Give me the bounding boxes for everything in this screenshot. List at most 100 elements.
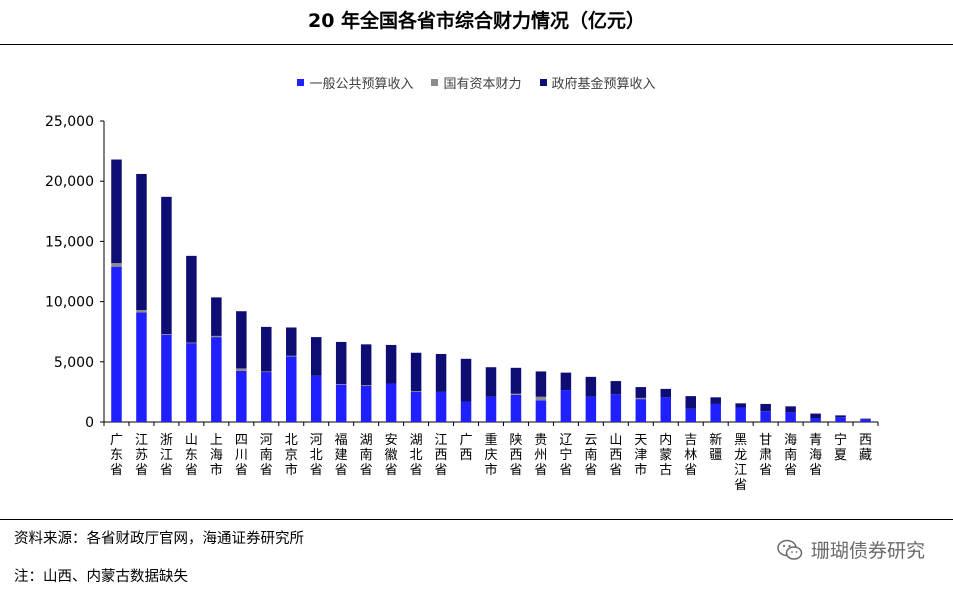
y-tick-label: 0: [85, 415, 94, 431]
bar-segment: [236, 370, 247, 422]
x-tick-label: 广: [460, 433, 473, 448]
bar-segment: [785, 412, 796, 422]
bar-segment: [111, 159, 122, 264]
x-tick-label: 庆: [484, 448, 497, 463]
x-tick-label: 龙: [734, 448, 747, 463]
x-tick-label: 湖: [410, 433, 423, 448]
bar-segment: [335, 384, 347, 385]
bar-segment: [286, 327, 297, 356]
legend-swatch: [431, 79, 439, 86]
x-tick-label: 川: [235, 448, 248, 463]
bar-segment: [835, 417, 846, 422]
x-tick-label: 海: [210, 448, 223, 463]
x-tick-label: 江: [160, 448, 173, 463]
bar-segment: [335, 341, 347, 385]
bar-segment: [186, 343, 197, 422]
x-tick-label: 新: [709, 432, 722, 448]
x-tick-label: 徽: [385, 448, 398, 463]
x-tick-label: 内: [659, 432, 672, 448]
bar-segment: [310, 337, 322, 376]
x-tick-label: 肃: [759, 448, 772, 463]
bar-segment: [735, 407, 746, 422]
x-tick-label: 省: [185, 463, 198, 478]
bar-segment: [510, 393, 522, 395]
x-tick-label: 西: [609, 448, 622, 463]
x-tick-label: 省: [435, 463, 448, 478]
x-tick-label: 青: [809, 433, 822, 448]
x-tick-label: 南: [784, 447, 797, 463]
legend-label: 政府基金预算收入: [551, 77, 656, 92]
x-tick-label: 建: [335, 448, 348, 463]
footer-divider: [0, 519, 953, 520]
bar-segment: [236, 311, 247, 369]
x-tick-label: 山: [609, 433, 622, 448]
bar-segment: [385, 344, 397, 384]
legend-swatch: [297, 79, 305, 86]
x-tick-label: 北: [410, 448, 423, 463]
x-tick-label: 省: [135, 463, 148, 478]
x-tick-label: 西: [859, 433, 872, 448]
bar-segment: [136, 173, 147, 311]
bar-segment: [710, 403, 721, 422]
x-tick-label: 河: [310, 433, 323, 448]
bar-segment: [535, 396, 547, 401]
bar-segment: [161, 334, 172, 335]
bar-segment: [860, 419, 871, 422]
bar-segment: [410, 391, 422, 392]
bar-segment: [860, 418, 871, 420]
bar-segment: [585, 396, 597, 422]
x-tick-label: 省: [410, 463, 423, 478]
bar-segment: [635, 399, 647, 422]
legend: 一般公共预算收入 国有资本财力 政府基金预算收入: [0, 73, 953, 92]
x-tick-label: 市: [210, 462, 223, 478]
x-tick-label: 省: [809, 463, 822, 478]
x-tick-label: 疆: [709, 448, 722, 463]
stacked-bar-chart: 05,00010,00015,00020,00025,000广东省江苏省浙江省山…: [45, 114, 879, 493]
bar-segment: [111, 263, 122, 267]
bar-segment: [460, 401, 472, 422]
x-tick-label: 古: [659, 463, 672, 478]
bar-segment: [535, 371, 547, 397]
x-tick-label: 东: [185, 448, 198, 463]
x-tick-label: 四: [235, 433, 248, 448]
x-tick-label: 京: [285, 448, 298, 463]
x-tick-label: 江: [734, 463, 747, 478]
x-tick-label: 吉: [684, 433, 697, 448]
legend-item-state-capital: 国有资本财力: [431, 73, 522, 92]
x-tick-label: 津: [634, 448, 647, 463]
bar-segment: [785, 406, 796, 413]
bar-segment: [385, 383, 397, 422]
bar-segment: [161, 334, 172, 422]
x-tick-label: 浙: [160, 433, 173, 448]
x-tick-label: 西: [460, 448, 473, 463]
bar-segment: [460, 358, 472, 402]
x-tick-label: 贵: [534, 433, 547, 448]
bar-segment: [485, 367, 497, 397]
x-tick-label: 市: [484, 462, 497, 478]
y-tick-label: 20,000: [45, 174, 94, 190]
bar-segment: [161, 196, 172, 335]
x-tick-label: 甘: [759, 433, 772, 448]
bar-segment: [560, 372, 572, 391]
y-tick-label: 25,000: [45, 114, 94, 130]
bar-segment: [435, 353, 447, 392]
bar-segment: [136, 312, 147, 422]
bar-segment: [835, 415, 846, 418]
x-tick-label: 省: [385, 463, 398, 478]
x-tick-label: 东: [110, 448, 123, 463]
x-tick-label: 省: [235, 463, 248, 478]
bar-segment: [610, 394, 622, 422]
x-tick-label: 省: [684, 463, 697, 478]
bar-segment: [635, 397, 647, 400]
chart-title: 20 年全国各省市综合财力情况（亿元）: [307, 10, 646, 32]
x-tick-label: 省: [534, 463, 547, 478]
y-tick-label: 15,000: [45, 234, 94, 250]
bar-segment: [286, 355, 297, 357]
legend-label: 国有资本财力: [443, 77, 522, 92]
bar-segment: [186, 255, 197, 343]
x-tick-label: 宁: [559, 447, 572, 463]
watermark: 珊瑚债券研究: [777, 536, 925, 563]
bar-segment: [760, 403, 771, 412]
bar-segment: [136, 310, 147, 313]
x-tick-label: 州: [534, 448, 547, 463]
